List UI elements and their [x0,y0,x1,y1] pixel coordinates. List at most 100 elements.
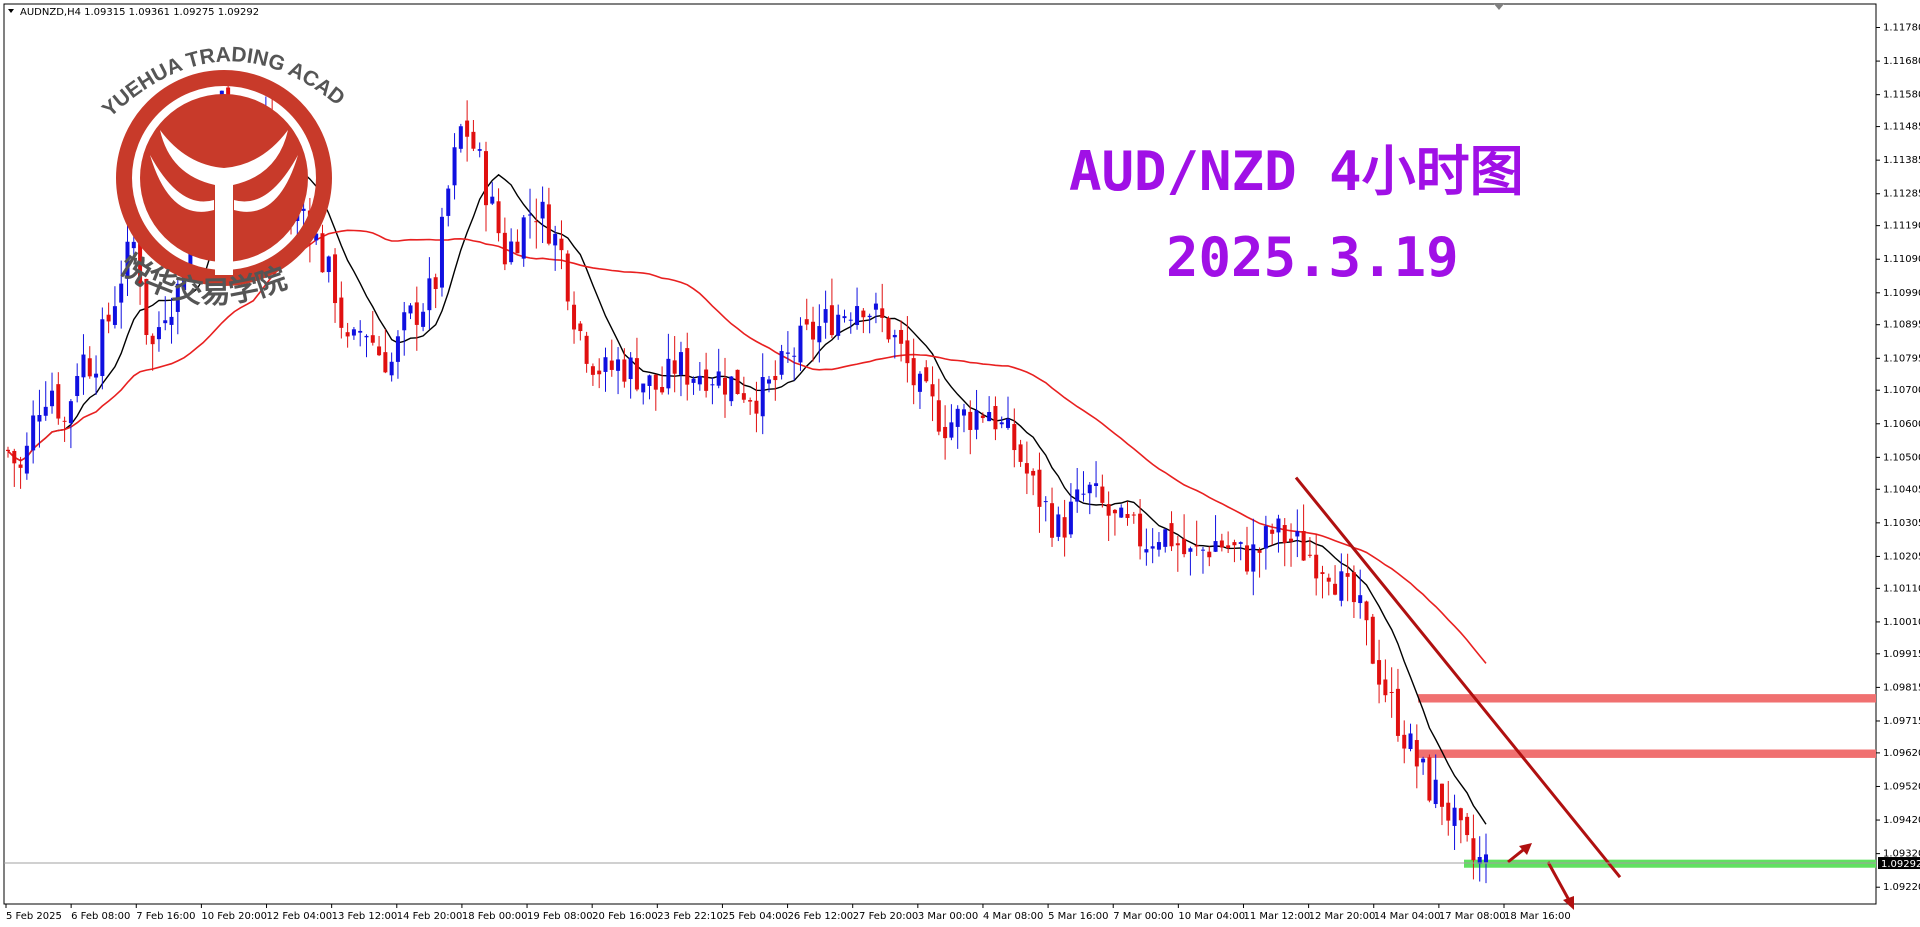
candle-body [572,304,577,330]
x-tick-label: 19 Feb 08:00 [527,911,593,922]
trendline-layer [1294,476,1622,910]
candle-body [1018,444,1023,462]
candle-body [716,371,721,386]
candle-body [383,352,388,373]
y-tick-label: 1.09420 [1883,815,1920,826]
candle-body [515,241,520,254]
candle-body [502,232,507,265]
chart-shift-marker[interactable] [1494,4,1504,10]
symbol-info: AUDNZD,H4 1.09315 1.09361 1.09275 1.0929… [20,7,259,18]
y-tick-label: 1.11285 [1883,189,1920,200]
logo-y-emblem-right [234,155,298,212]
candle-body [1138,513,1143,547]
candle-body [1112,509,1117,514]
candle-body [836,314,841,336]
candle-body [1307,554,1312,556]
candle-body [961,409,966,416]
candle-body [408,305,413,314]
candle-body [697,375,702,385]
logo-y-emblem [160,130,288,275]
x-tick-label: 3 Mar 00:00 [918,911,978,922]
candle-body [546,204,551,244]
candle-body [597,370,602,375]
candle-body [182,269,187,291]
candle-body [1119,507,1124,518]
y-tick-label: 1.10110 [1883,583,1920,594]
y-tick-label: 1.09320 [1883,849,1920,860]
candle-body [741,393,746,400]
candle-body [18,464,23,468]
candle-body [829,305,834,336]
candle-body [1100,486,1105,503]
candle-body [968,411,973,430]
y-tick-label: 1.10795 [1883,353,1920,364]
x-tick-label: 18 Mar 16:00 [1504,911,1571,922]
resistance-zone [1418,749,1876,758]
candle-body [119,283,124,303]
candle-body [603,357,608,372]
candle-body [804,319,809,325]
candle-body [704,369,709,391]
candle-body [861,310,866,318]
candle-body [1314,554,1319,579]
candle-body [792,355,797,357]
x-tick-label: 14 Mar 04:00 [1374,911,1441,922]
candle-body [993,406,998,430]
candle-body [439,216,444,288]
x-tick-label: 25 Feb 04:00 [722,911,788,922]
candle-body [924,367,929,382]
zones-layer [1418,694,1876,868]
candle-body [1333,583,1338,595]
candle-body [1358,595,1363,604]
arrow-up-head [1519,843,1532,855]
candle-body [339,297,344,328]
candle-body [509,241,514,263]
candle-body [848,319,853,321]
resistance-zone [1418,694,1876,703]
candle-body [1219,540,1224,548]
candle-body [345,332,350,337]
y-tick-label: 1.10895 [1883,320,1920,331]
x-tick-label: 5 Feb 2025 [6,911,62,922]
y-tick-label: 1.11780 [1883,23,1920,34]
candle-body [880,308,885,318]
candle-body [729,376,734,402]
candle-body [1188,548,1193,552]
candle-body [87,358,92,377]
candle-body [12,450,17,464]
candle-body [75,376,80,397]
candle-body [1031,470,1036,476]
candle-body [131,241,136,249]
symbol-dropdown-icon[interactable] [8,9,14,13]
candle-body [949,422,954,438]
candle-body [1182,538,1187,555]
candle-body [1263,526,1268,549]
candle-body [6,449,10,452]
candle-body [936,400,941,432]
candle-body [1156,542,1161,550]
logo-y-emblem-left [150,155,214,212]
candle-body [465,120,470,137]
candle-body [678,352,683,375]
candle-body [628,357,633,380]
candle-body [1175,543,1180,546]
y-tick-label: 1.11580 [1883,90,1920,101]
candle-body [1370,616,1375,664]
y-tick-label: 1.10305 [1883,518,1920,529]
candle-body [1226,545,1231,548]
candle-body [811,321,816,340]
candle-body [899,329,904,344]
candle-body [528,214,533,216]
candle-body [1081,493,1086,495]
candle-body [867,315,872,318]
candle-body [1377,660,1382,685]
candle-body [710,384,715,386]
candle-body [534,221,539,223]
candle-body [634,358,639,390]
candle-body [1131,514,1136,516]
candle-body [175,283,180,312]
candle-body [106,314,111,322]
candle-body [62,420,67,422]
candle-body [1446,802,1451,821]
